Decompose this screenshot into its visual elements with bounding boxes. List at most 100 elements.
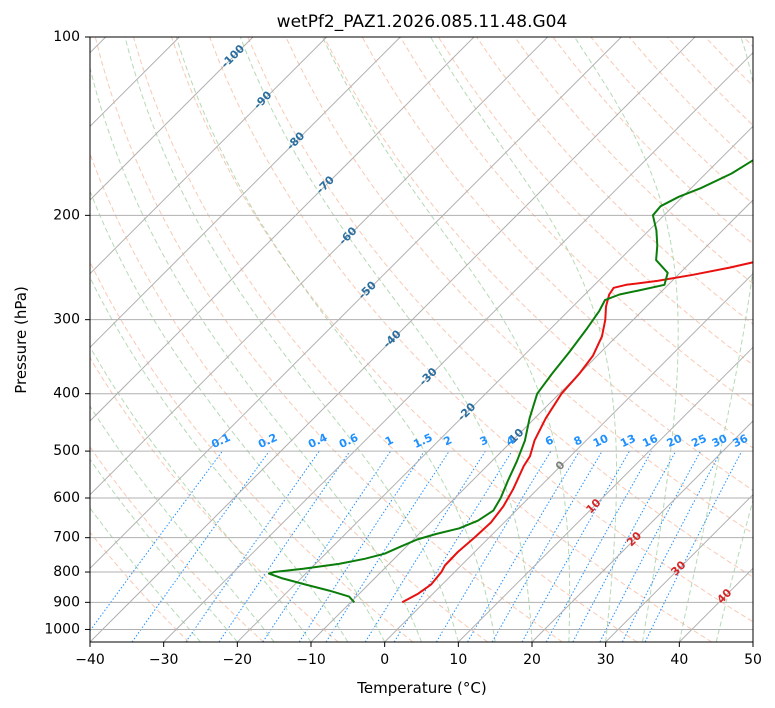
mixing-ratio-label: 25 <box>689 432 708 450</box>
moist-adiabat-line <box>90 458 238 642</box>
temperature-profile <box>401 261 753 604</box>
dry-adiabat-line <box>514 37 753 285</box>
dry-adiabat-line <box>90 531 190 642</box>
isotherm-line <box>384 272 753 642</box>
mixing-ratio-line <box>90 450 223 632</box>
x-tick-label: 0 <box>380 652 389 668</box>
moist-adiabat-line <box>175 37 496 642</box>
mixing-ratio-label: 16 <box>640 432 660 450</box>
isotherm-line <box>90 37 328 275</box>
isotherm-line <box>163 51 753 642</box>
moist-adiabat-line <box>322 37 571 642</box>
y-tick-label: 400 <box>53 386 80 402</box>
x-tick-label: 40 <box>670 652 688 668</box>
y-tick-label: 700 <box>53 530 80 546</box>
y-tick-label: 900 <box>53 594 80 610</box>
x-tick-label: −30 <box>149 652 179 668</box>
isotherm-line <box>90 37 622 570</box>
mixing-ratio-line <box>545 450 653 642</box>
isotherm-line <box>236 125 753 642</box>
mixing-ratio-line <box>393 450 513 642</box>
mixing-ratio-label: 36 <box>731 432 751 450</box>
y-tick-label: 500 <box>53 443 80 459</box>
dry-adiabat-line <box>247 37 753 578</box>
mixing-ratio-line <box>572 450 677 642</box>
x-axis-ticks: −40 −30 −20 −10 0 10 20 30 40 50 <box>75 642 762 668</box>
moist-adiabat-line <box>90 276 349 642</box>
mixing-ratio-line <box>621 450 722 642</box>
y-tick-label: 200 <box>53 207 80 223</box>
isotherm-lines <box>90 37 753 642</box>
isotherm-line <box>90 37 401 349</box>
dry-adiabats <box>90 37 753 642</box>
moist-adiabat-line <box>715 498 753 642</box>
mixing-ratio-line <box>131 450 270 642</box>
dry-adiabat-line <box>94 37 563 642</box>
x-axis-label: Temperature (°C) <box>356 679 486 697</box>
dry-adiabat-line <box>361 37 753 449</box>
mixing-ratio-label: 13 <box>618 432 637 450</box>
mixing-ratio-line <box>185 450 320 642</box>
isotherm-line <box>605 493 753 642</box>
profile-lines <box>267 159 753 604</box>
x-tick-label: −20 <box>223 652 253 668</box>
dry-adiabat-line <box>323 37 753 491</box>
mixing-ratio-label: 10 <box>591 432 611 450</box>
mixing-ratio-label: 30 <box>710 432 730 450</box>
chart-title: wetPf2_PAZ1.2026.085.11.48.G04 <box>277 12 568 32</box>
x-tick-label: 20 <box>523 652 541 668</box>
y-axis-ticks: 100 200 300 400 500 600 700 800 900 1000 <box>44 29 90 637</box>
mixing-ratio-line <box>644 450 743 642</box>
isotherm-line <box>90 37 549 496</box>
isotherm-line <box>90 37 475 422</box>
moist-adiabat-line <box>90 189 386 642</box>
moist-adiabats <box>90 37 753 642</box>
mixing-ratio-lines <box>90 450 743 642</box>
dry-adiabat-line <box>285 37 753 535</box>
mixing-ratio-line <box>521 450 630 642</box>
mixing-ratio-labels: 0.1 0.2 0.4 0.6 1 1.5 2 3 4 6 8 10 13 16 20 25 30 36 <box>209 431 750 451</box>
mixing-ratio-line <box>599 450 701 642</box>
moist-adiabat-line <box>678 37 753 642</box>
moist-adiabat-line <box>574 37 679 642</box>
isotherm-line <box>90 37 254 201</box>
dry-adiabat-line <box>90 356 339 642</box>
y-tick-label: 600 <box>53 490 80 506</box>
x-tick-label: −10 <box>296 652 326 668</box>
y-tick-label: 300 <box>53 312 80 328</box>
y-tick-label: 800 <box>53 564 80 580</box>
x-tick-label: 10 <box>449 652 467 668</box>
x-tick-label: 50 <box>744 652 762 668</box>
background-lines <box>90 37 753 642</box>
y-axis-label: Pressure (hPa) <box>12 286 30 394</box>
dry-adiabat-line <box>171 37 712 642</box>
mixing-ratio-line <box>218 450 351 642</box>
dry-adiabat-line <box>132 37 638 642</box>
mixing-ratio-line <box>262 450 392 642</box>
dry-adiabat-line <box>90 152 488 642</box>
isotherm-line <box>90 37 696 642</box>
isotherm-line <box>531 420 753 642</box>
moist-adiabat-line <box>90 65 422 642</box>
isotherm-line <box>457 346 753 642</box>
dry-adiabat-line <box>209 37 753 623</box>
moist-adiabat-line <box>430 37 617 642</box>
x-tick-label: −40 <box>75 652 105 668</box>
moist-adiabat-line <box>124 37 459 642</box>
y-tick-label: 100 <box>53 29 80 45</box>
dewpoint-profile <box>267 159 753 603</box>
plot-frame <box>89 36 754 643</box>
mixing-ratio-line <box>298 450 425 642</box>
mixing-ratio-label: 20 <box>665 432 685 450</box>
mixing-ratio-line <box>364 450 486 642</box>
moist-adiabat-line <box>90 405 275 642</box>
mixing-ratio-line <box>435 450 552 642</box>
dry-adiabat-line <box>399 37 753 407</box>
x-tick-label: 30 <box>597 652 615 668</box>
mixing-ratio-line <box>325 450 450 642</box>
y-tick-label: 1000 <box>44 621 80 637</box>
dry-adiabat-line <box>90 446 264 642</box>
moist-adiabat-line <box>239 37 533 642</box>
